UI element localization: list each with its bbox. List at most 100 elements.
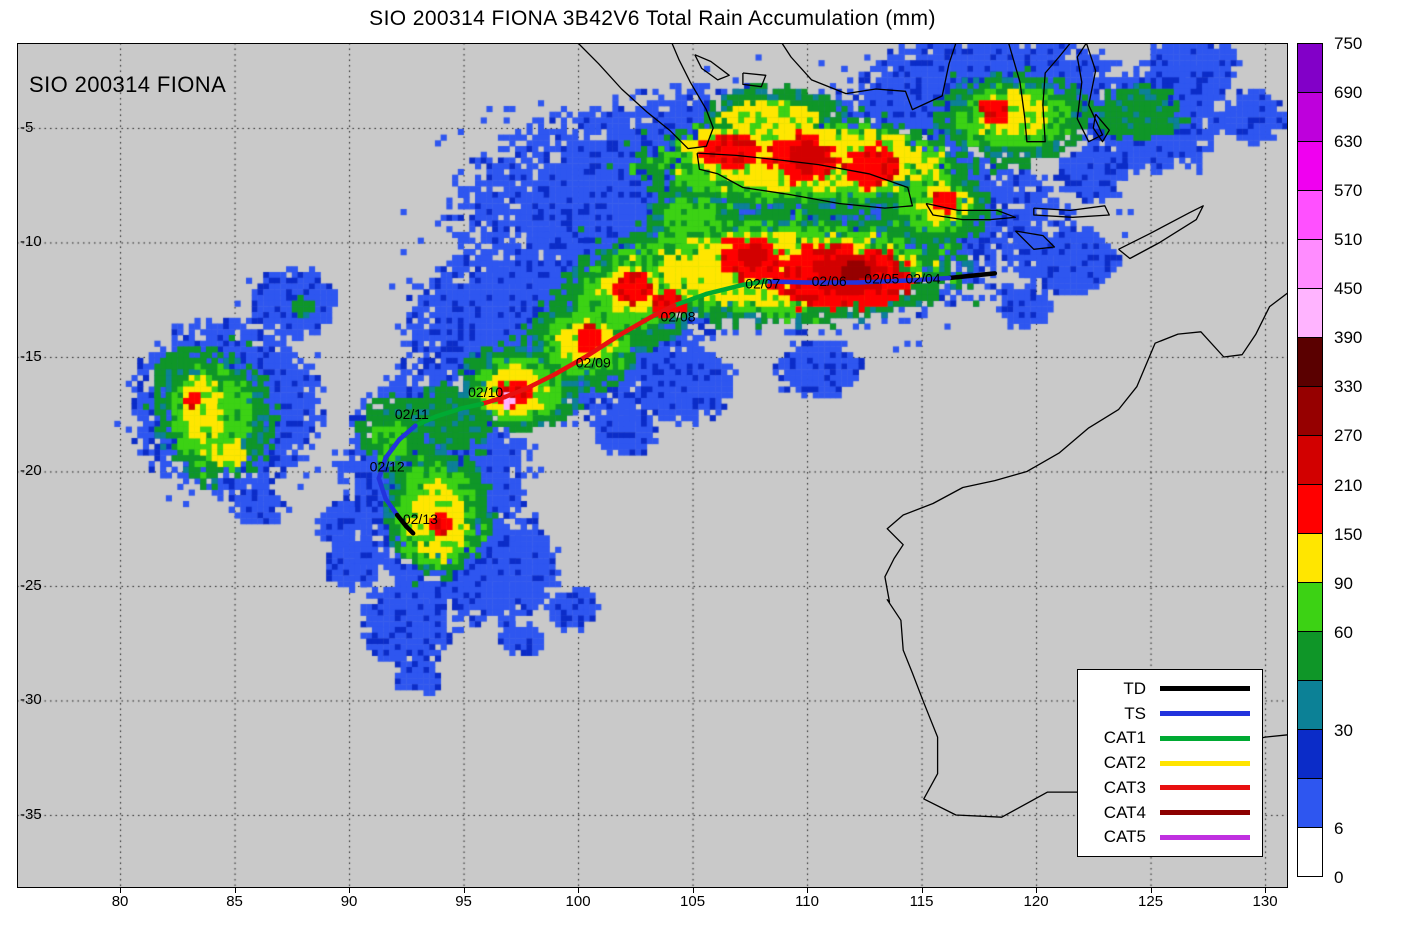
coastline-timor (1118, 205, 1204, 260)
coastline-bangka (694, 54, 730, 81)
x-axis-tick-label: 110 (795, 893, 819, 910)
map-overlay-svg: 02/04 02/05 02/06 02/07 02/08 02/09 02/10 02/11… (370, 43, 1288, 818)
legend-label: CAT2 (1103, 753, 1146, 772)
storm-track-segment (413, 414, 439, 428)
colorbar (1297, 43, 1323, 877)
rain-raster-canvas (17, 43, 1288, 888)
x-axis-tick (1265, 888, 1267, 893)
track-date-label: 02/04 (906, 271, 941, 287)
storm-track-segment (584, 332, 622, 359)
colorbar-segment (1298, 729, 1322, 778)
x-axis-tick-label: 80 (111, 893, 129, 910)
storm-track-segment (433, 406, 464, 419)
colorbar-segment (1298, 827, 1322, 876)
track-date-label: 02/13 (403, 511, 438, 527)
storm-track-segment (394, 512, 409, 529)
storm-track-segment (552, 353, 590, 377)
track-date-label: 02/11 (395, 406, 429, 422)
colorbar-segment (1298, 337, 1322, 386)
x-axis-tick-label: 90 (340, 893, 358, 910)
x-axis-tick (692, 888, 694, 893)
coastline-sulawesi_se (1076, 43, 1104, 143)
storm-track-segment (404, 524, 416, 536)
x-axis-tick (120, 888, 122, 893)
colorbar-label: 570 (1334, 181, 1363, 201)
colorbar-label: 6 (1334, 818, 1344, 838)
x-axis-tick-label: 105 (680, 893, 706, 910)
map-plot-area: 02/04 02/05 02/06 02/07 02/08 02/09 02/10 02/11… (17, 43, 1288, 888)
colorbar-segment (1298, 92, 1322, 141)
x-axis-tick-label: 130 (1252, 893, 1278, 910)
colorbar-segment (1298, 484, 1322, 533)
x-axis-tick-label: 115 (909, 893, 934, 910)
storm-track-segment (617, 314, 654, 338)
storm-track-segment (910, 275, 952, 283)
coastline-sumatra (577, 43, 714, 150)
colorbar-label: 60 (1334, 622, 1353, 642)
storm-track-segment (855, 277, 915, 285)
coastline-belitung (742, 72, 767, 88)
colorbar-segment (1298, 778, 1322, 827)
colorbar-label: 150 (1334, 524, 1363, 544)
legend-row-cat1: CAT1 (1090, 728, 1250, 748)
colorbar-segment (1298, 631, 1322, 680)
chart-title: SIO 200314 FIONA 3B42V6 Total Rain Accum… (369, 7, 936, 30)
storm-track-segment (704, 282, 746, 297)
legend-row-cat5: CAT5 (1090, 827, 1250, 847)
storm-track-segment (383, 437, 402, 460)
legend-row-cat3: CAT3 (1090, 778, 1250, 798)
track-date-label: 02/08 (660, 308, 695, 324)
colorbar-label: 750 (1334, 34, 1363, 53)
legend-label: TS (1124, 703, 1146, 723)
legend-line-swatch (1160, 785, 1250, 791)
x-axis-tick-label: 120 (1023, 893, 1049, 910)
storm-track-segment (479, 394, 508, 407)
y-axis-tick-label: -30 (20, 691, 42, 709)
legend-line-swatch (1160, 760, 1250, 766)
x-axis-tick (921, 888, 923, 893)
colorbar-label: 330 (1334, 377, 1363, 397)
storm-track-segment (459, 401, 485, 411)
colorbar-segment (1298, 141, 1322, 190)
legend-row-ts: TS (1090, 704, 1250, 724)
y-axis-tick-label: -35 (20, 805, 42, 823)
x-axis-tick (234, 888, 236, 893)
x-axis-tick-label: 125 (1138, 893, 1164, 910)
coastline-sumba (1014, 230, 1056, 250)
coastline-flores (1033, 205, 1110, 218)
colorbar-segment (1298, 190, 1322, 239)
coastline-java (696, 152, 914, 209)
storm-track-segment (671, 291, 709, 308)
legend-row-cat2: CAT2 (1090, 753, 1250, 773)
y-axis-tick-label: -25 (20, 576, 42, 594)
legend-row-td: TD (1090, 679, 1250, 699)
x-axis-tick (807, 888, 809, 893)
legend-label: CAT1 (1103, 728, 1146, 748)
legend-row-cat4: CAT4 (1090, 803, 1250, 823)
y-axis-tick-label: -20 (20, 462, 42, 480)
storm-track-segment (376, 455, 388, 481)
x-axis-tick (349, 888, 351, 893)
x-axis-tick-label: 100 (565, 893, 591, 910)
colorbar-label: 0 (1334, 868, 1344, 887)
colorbar-segment (1298, 680, 1322, 729)
colorbar-segment (1298, 533, 1322, 582)
legend-line-swatch (1160, 686, 1250, 692)
colorbar-label: 90 (1334, 573, 1353, 593)
colorbar-segment (1298, 288, 1322, 337)
track-date-label: 02/09 (576, 354, 611, 370)
track-date-label: 02/07 (745, 275, 780, 291)
x-axis-tick-label: 85 (226, 893, 243, 910)
colorbar-segment (1298, 435, 1322, 484)
x-axis-tick (463, 888, 465, 893)
colorbar-segment (1298, 44, 1322, 92)
colorbar-segment (1298, 239, 1322, 288)
legend-label: TD (1123, 678, 1146, 698)
legend-line-swatch (1160, 834, 1250, 840)
legend-line-swatch (1160, 735, 1250, 741)
colorbar-label: 390 (1334, 328, 1363, 348)
legend-line-swatch (1160, 810, 1250, 815)
track-date-label: 02/06 (812, 273, 847, 289)
track-date-label: 02/12 (370, 458, 405, 474)
x-axis-tick (1036, 888, 1038, 893)
